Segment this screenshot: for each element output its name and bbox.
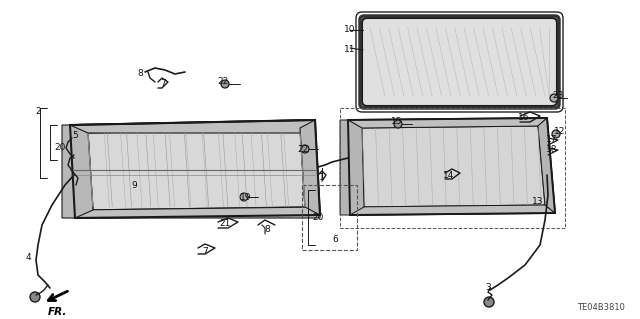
Text: TE04B3810: TE04B3810 [577, 303, 625, 312]
Polygon shape [538, 118, 555, 213]
Polygon shape [75, 207, 320, 218]
Polygon shape [88, 128, 305, 210]
Text: FR.: FR. [47, 307, 67, 317]
Text: 22: 22 [298, 145, 308, 153]
Text: 23: 23 [552, 92, 564, 100]
Bar [302, 185, 357, 250]
Polygon shape [348, 118, 547, 128]
Polygon shape [70, 120, 315, 133]
Circle shape [30, 292, 40, 302]
Text: 14: 14 [444, 170, 454, 180]
Circle shape [550, 94, 558, 102]
Text: 12: 12 [554, 128, 566, 137]
Circle shape [484, 297, 494, 307]
Text: 20: 20 [54, 144, 66, 152]
Polygon shape [70, 120, 320, 218]
Bar [340, 108, 565, 228]
Text: 11: 11 [344, 46, 356, 55]
Text: 8: 8 [137, 70, 143, 78]
Text: 16: 16 [518, 114, 530, 122]
Text: 6: 6 [332, 234, 338, 243]
Text: 2: 2 [35, 108, 41, 116]
Polygon shape [350, 205, 555, 215]
Polygon shape [340, 120, 364, 215]
Circle shape [240, 193, 248, 201]
Text: 3: 3 [485, 283, 491, 292]
Text: 7: 7 [160, 79, 166, 88]
Polygon shape [348, 118, 555, 215]
Text: 5: 5 [72, 131, 78, 140]
Text: 7: 7 [202, 247, 208, 256]
Text: 20: 20 [312, 213, 324, 222]
Circle shape [221, 80, 229, 88]
Text: 21: 21 [220, 219, 230, 228]
Text: 17: 17 [547, 136, 557, 145]
Circle shape [552, 130, 560, 138]
Text: 1: 1 [319, 174, 325, 182]
Text: 13: 13 [532, 197, 544, 206]
Text: 18: 18 [547, 145, 557, 154]
Text: 9: 9 [131, 181, 137, 189]
Text: 22: 22 [218, 78, 228, 86]
Text: 10: 10 [344, 26, 356, 34]
Text: 15: 15 [391, 117, 403, 127]
Polygon shape [300, 120, 320, 215]
Polygon shape [362, 126, 545, 207]
Text: 4: 4 [25, 253, 31, 262]
Circle shape [394, 120, 402, 128]
Text: 19: 19 [240, 194, 252, 203]
Text: 8: 8 [264, 225, 270, 234]
Circle shape [301, 145, 309, 153]
Polygon shape [62, 125, 93, 218]
FancyBboxPatch shape [362, 18, 557, 106]
